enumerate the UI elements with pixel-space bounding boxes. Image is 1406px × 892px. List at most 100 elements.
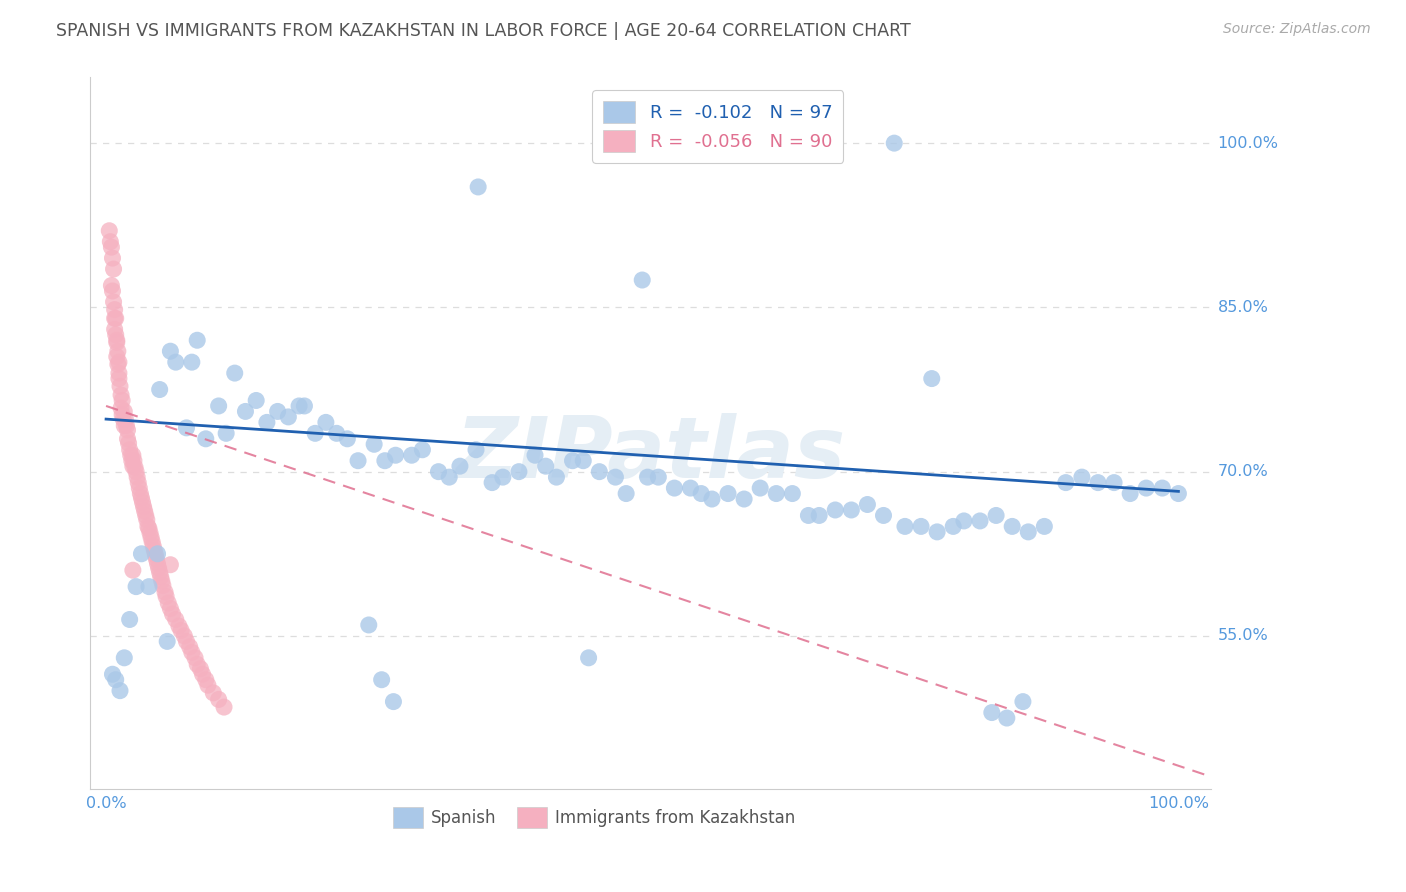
Point	[363, 437, 385, 451]
Point	[159, 601, 181, 615]
Point	[1070, 470, 1092, 484]
Point	[104, 302, 127, 317]
Point	[942, 519, 965, 533]
Point	[256, 416, 278, 430]
Point	[224, 366, 246, 380]
Point	[190, 662, 212, 676]
Point	[127, 475, 149, 490]
Point	[534, 459, 557, 474]
Point	[112, 650, 135, 665]
Point	[235, 404, 257, 418]
Point	[145, 548, 167, 562]
Point	[128, 481, 150, 495]
Point	[749, 481, 772, 495]
Point	[180, 355, 202, 369]
Point	[121, 448, 143, 462]
Point	[427, 465, 450, 479]
Point	[492, 470, 515, 484]
Point	[131, 495, 153, 509]
Point	[108, 355, 131, 369]
Point	[127, 470, 149, 484]
Point	[125, 465, 148, 479]
Point	[108, 371, 131, 385]
Point	[664, 481, 686, 495]
Point	[401, 448, 423, 462]
Point	[120, 448, 142, 462]
Point	[112, 418, 135, 433]
Point	[122, 453, 145, 467]
Point	[1102, 475, 1125, 490]
Point	[104, 673, 127, 687]
Point	[1001, 519, 1024, 533]
Point	[288, 399, 311, 413]
Text: 55.0%: 55.0%	[1218, 628, 1268, 643]
Point	[111, 393, 134, 408]
Point	[370, 673, 392, 687]
Point	[176, 421, 198, 435]
Point	[578, 650, 600, 665]
Point	[135, 513, 157, 527]
Point	[139, 530, 162, 544]
Point	[953, 514, 976, 528]
Point	[808, 508, 831, 523]
Point	[124, 460, 146, 475]
Point	[304, 426, 326, 441]
Point	[315, 416, 337, 430]
Point	[1135, 481, 1157, 495]
Point	[108, 379, 131, 393]
Point	[481, 475, 503, 490]
Point	[103, 262, 125, 277]
Point	[449, 459, 471, 474]
Point	[437, 470, 460, 484]
Point	[197, 678, 219, 692]
Point	[717, 486, 740, 500]
Point	[121, 563, 143, 577]
Point	[98, 235, 121, 249]
Point	[546, 470, 568, 484]
Point	[152, 578, 174, 592]
Point	[245, 393, 267, 408]
Point	[149, 570, 172, 584]
Point	[208, 399, 231, 413]
Text: SPANISH VS IMMIGRANTS FROM KAZAKHSTAN IN LABOR FORCE | AGE 20-64 CORRELATION CHA: SPANISH VS IMMIGRANTS FROM KAZAKHSTAN IN…	[56, 22, 911, 40]
Point	[105, 350, 128, 364]
Point	[114, 412, 136, 426]
Point	[131, 547, 153, 561]
Point	[561, 453, 583, 467]
Point	[146, 547, 169, 561]
Point	[325, 426, 347, 441]
Point	[112, 404, 135, 418]
Point	[135, 508, 157, 523]
Point	[980, 706, 1002, 720]
Point	[347, 453, 370, 467]
Point	[100, 240, 122, 254]
Point	[572, 453, 595, 467]
Point	[101, 251, 124, 265]
Point	[121, 459, 143, 474]
Point	[104, 322, 127, 336]
Point	[208, 692, 231, 706]
Point	[605, 470, 627, 484]
Point	[212, 700, 235, 714]
Point	[118, 442, 141, 457]
Point	[841, 503, 863, 517]
Point	[588, 465, 610, 479]
Point	[134, 504, 156, 518]
Point	[131, 491, 153, 505]
Point	[647, 470, 669, 484]
Point	[1054, 475, 1077, 490]
Text: 85.0%: 85.0%	[1218, 300, 1268, 315]
Point	[132, 500, 155, 514]
Point	[112, 412, 135, 426]
Point	[141, 534, 163, 549]
Point	[156, 634, 179, 648]
Point	[465, 442, 488, 457]
Point	[155, 590, 177, 604]
Point	[118, 612, 141, 626]
Point	[631, 273, 654, 287]
Point	[910, 519, 932, 533]
Point	[921, 371, 943, 385]
Point	[382, 695, 405, 709]
Point	[173, 629, 195, 643]
Point	[883, 136, 905, 150]
